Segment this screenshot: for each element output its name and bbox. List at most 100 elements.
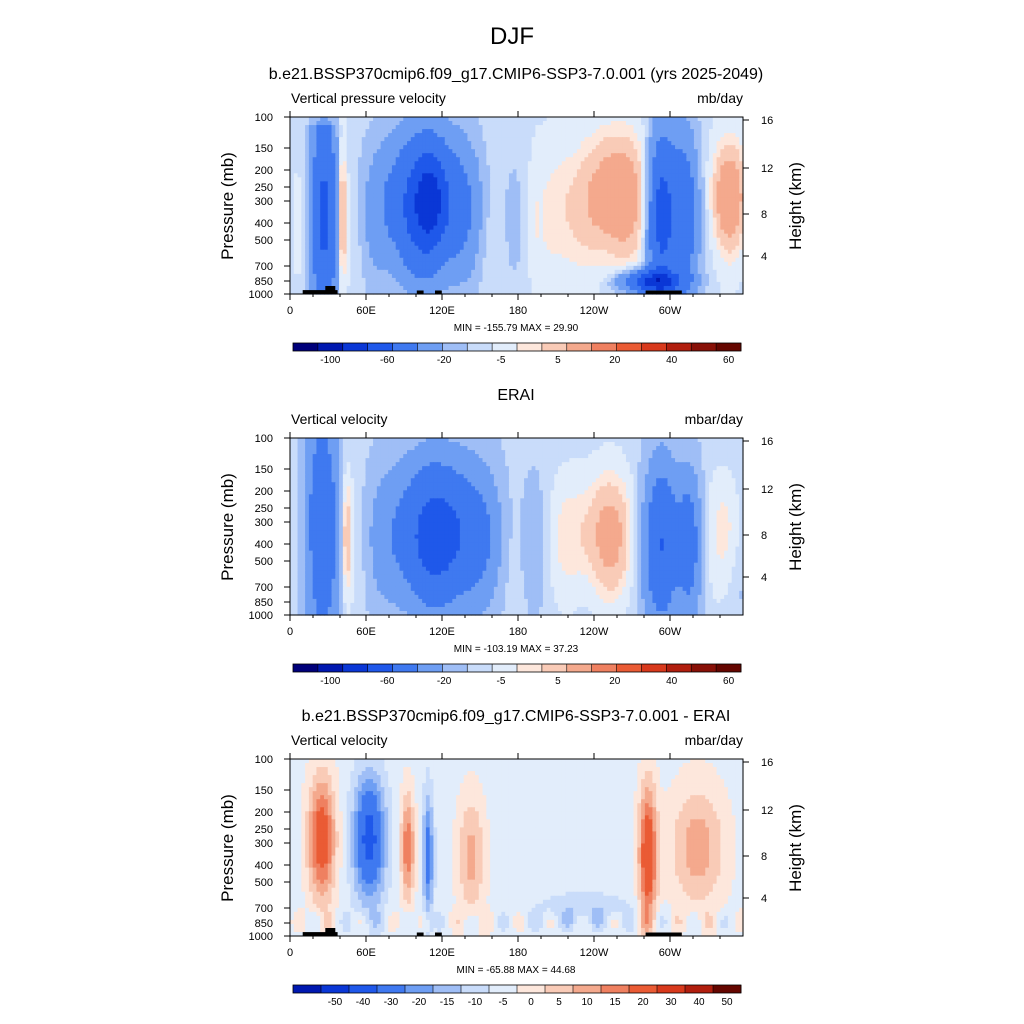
field-cell — [395, 245, 401, 251]
field-cell — [350, 193, 355, 199]
field-cell — [693, 157, 699, 162]
field-cell — [437, 229, 442, 235]
field-cell — [641, 153, 646, 158]
field-cell — [520, 169, 525, 174]
field-cell — [418, 245, 423, 251]
field-cell — [414, 157, 419, 162]
field-cell — [663, 181, 669, 186]
field-cell — [305, 161, 310, 166]
field-cell — [644, 269, 650, 275]
field-cell — [558, 265, 563, 271]
field-cell — [735, 225, 740, 231]
field-cell — [467, 213, 472, 219]
field-cell — [573, 253, 578, 259]
field-cell — [659, 141, 665, 146]
field-cell — [444, 129, 450, 134]
field-cell — [531, 145, 536, 150]
field-cell — [716, 241, 721, 247]
field-cell — [558, 153, 563, 158]
field-cell — [474, 189, 480, 195]
field-cell — [508, 157, 514, 162]
field-cell — [399, 117, 404, 122]
field-cell — [648, 189, 654, 195]
field-cell — [323, 277, 329, 283]
field-cell — [512, 273, 518, 279]
field-cell — [354, 217, 359, 223]
field-cell — [712, 213, 718, 219]
field-cell — [576, 253, 582, 259]
field-cell — [486, 157, 491, 162]
field-cell — [505, 117, 510, 122]
field-cell — [735, 217, 740, 223]
field-cell — [682, 193, 687, 199]
field-cell — [501, 261, 506, 267]
field-cell — [448, 253, 453, 259]
field-cell — [365, 169, 370, 174]
field-cell — [354, 137, 359, 142]
field-cell — [391, 149, 397, 154]
field-cell — [576, 277, 582, 283]
field-cell — [637, 157, 642, 162]
field-cell — [599, 177, 604, 182]
field-cell — [693, 165, 699, 170]
field-cell — [512, 129, 518, 134]
field-cell — [607, 161, 612, 166]
field-cell — [573, 125, 578, 130]
field-cell — [739, 145, 744, 150]
field-cell — [339, 121, 344, 126]
field-cell — [659, 125, 665, 130]
field-cell — [690, 189, 695, 195]
field-cell — [618, 213, 623, 219]
field-cell — [633, 277, 638, 283]
field-cell — [588, 213, 593, 219]
field-cell — [580, 161, 586, 166]
field-cell — [373, 129, 378, 134]
field-cell — [531, 221, 536, 227]
field-cell — [705, 201, 710, 207]
field-cell — [580, 249, 586, 255]
field-cell — [735, 181, 740, 186]
field-cell — [648, 249, 654, 255]
field-cell — [380, 177, 385, 182]
field-cell — [531, 193, 536, 199]
field-cell — [497, 173, 503, 178]
field-cell — [641, 133, 646, 138]
field-cell — [610, 233, 616, 239]
field-cell — [565, 221, 570, 227]
field-cell — [558, 137, 563, 142]
field-cell — [629, 185, 635, 191]
field-cell — [607, 213, 612, 219]
field-cell — [618, 273, 623, 279]
field-cell — [659, 173, 665, 178]
field-cell — [546, 133, 552, 138]
field-cell — [365, 269, 370, 275]
field-cell — [709, 165, 714, 170]
field-cell — [293, 257, 299, 263]
field-cell — [490, 209, 495, 215]
field-cell — [671, 157, 676, 162]
field-cell — [312, 197, 318, 203]
field-cell — [323, 121, 329, 126]
field-cell — [354, 269, 359, 275]
field-cell — [584, 233, 589, 239]
field-cell — [331, 265, 336, 271]
field-cell — [305, 261, 310, 267]
field-cell — [335, 209, 340, 215]
field-cell — [682, 121, 687, 126]
field-cell — [516, 205, 521, 211]
field-cell — [625, 181, 631, 186]
field-cell — [614, 229, 620, 235]
field-cell — [486, 173, 491, 178]
field-cell — [697, 129, 703, 134]
field-cell — [441, 225, 446, 231]
field-cell — [441, 141, 446, 146]
field-cell — [339, 173, 344, 178]
field-cell — [675, 177, 680, 182]
field-cell — [346, 269, 352, 275]
field-cell — [490, 229, 495, 235]
field-cell — [429, 145, 435, 150]
field-cell — [516, 153, 521, 158]
field-cell — [493, 233, 499, 239]
field-cell — [633, 157, 638, 162]
field-cell — [546, 261, 552, 267]
